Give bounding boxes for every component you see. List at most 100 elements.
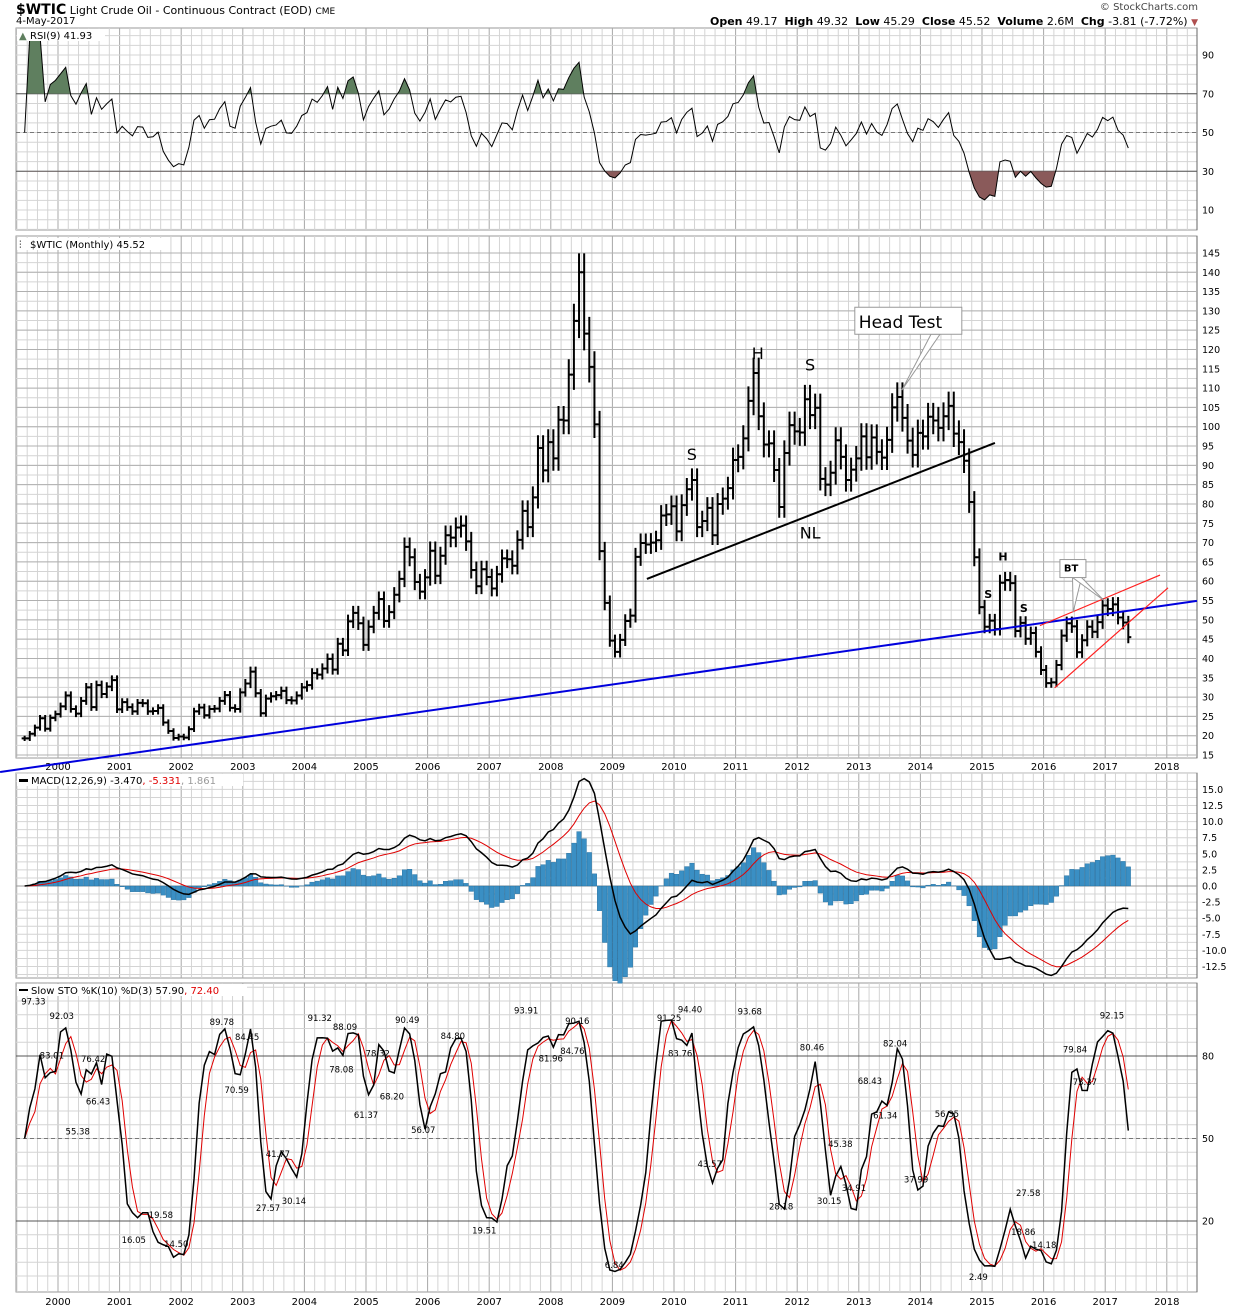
macd-histogram-bar [93, 878, 99, 887]
macd-histogram-bar [807, 880, 813, 887]
price-tick-label: 55 [1202, 596, 1214, 607]
macd-histogram-bar [848, 885, 854, 904]
macd-histogram-bar [124, 885, 130, 890]
sto-point-label: 73.37 [1073, 1078, 1097, 1088]
macd-histogram-bar [899, 875, 905, 887]
macd-histogram-bar [1043, 885, 1049, 905]
macd-histogram-bar [1023, 885, 1029, 911]
legends: ▲ RSI(9) 41.93 ⫶ $WTIC (Monthly) 45.52 M… [17, 29, 247, 997]
sto-point-label: 30.15 [817, 1197, 841, 1207]
macd-histogram-bar [160, 885, 166, 896]
macd-histogram-bar [792, 885, 798, 888]
price-tick-label: 95 [1202, 442, 1214, 453]
macd-histogram-bar [227, 880, 233, 887]
sto-point-label: 83.76 [668, 1050, 692, 1060]
macd-histogram-bar [689, 862, 695, 887]
price-year-label: 2011 [723, 762, 748, 773]
macd-histogram-bar [150, 885, 156, 894]
sto-point-label: 2.49 [969, 1273, 988, 1283]
price-frame [15, 235, 1198, 759]
macd-histogram-bar [68, 876, 74, 887]
macd-histogram-bar [1018, 885, 1024, 913]
wedge-upper-trendline [1039, 574, 1161, 627]
sto-point-label: 84.80 [441, 1032, 465, 1042]
macd-histogram-bar [992, 885, 998, 950]
macd-histogram-bar [607, 885, 613, 968]
macd-histogram-bar [1064, 875, 1070, 887]
macd-histogram-bar [787, 885, 793, 890]
sto-year-label: 2009 [600, 1297, 625, 1308]
sto-point-label: 56.07 [411, 1126, 435, 1136]
sto-year-label: 2002 [168, 1297, 193, 1308]
price-year-label: 2016 [1031, 762, 1056, 773]
macd-value: -3.470 [110, 776, 142, 787]
macd-histogram-bar [653, 885, 659, 897]
macd-histogram-bar [930, 884, 936, 887]
price-year-label: 2008 [538, 762, 563, 773]
price-tick-label: 130 [1202, 306, 1220, 317]
change-value: -3.81 (-7.72%) [1108, 15, 1188, 28]
macd-histogram-bar [484, 885, 490, 905]
rsi-frame [15, 27, 1198, 231]
sto-year-label: 2017 [1092, 1297, 1117, 1308]
sto-year-label: 2016 [1031, 1297, 1056, 1308]
macd-histogram-bar [268, 884, 274, 887]
histogram-value: 1.861 [187, 776, 216, 787]
macd-histogram-bar [699, 873, 705, 887]
sto-point-label: 70.59 [224, 1086, 248, 1096]
macd-histogram-bar [525, 883, 531, 887]
sto-point-label: 37.99 [904, 1176, 928, 1186]
macd-histogram-bar [135, 885, 141, 892]
sto-year-label: 2018 [1154, 1297, 1179, 1308]
sto-point-label: 90.16 [565, 1017, 589, 1027]
macd-histogram-bar [756, 852, 762, 887]
callout-box [854, 306, 963, 335]
macd-histogram-bar [1002, 885, 1008, 926]
price-tick-label: 70 [1202, 538, 1214, 549]
d-value: 72.40 [190, 986, 219, 997]
macd-histogram-bar [494, 885, 500, 907]
macd-histogram-bar [1094, 860, 1100, 887]
pattern-label: S [805, 356, 815, 375]
rsi-tick-label: 10 [1202, 206, 1214, 217]
sto-legend: Slow STO %K(10) %D(3) 57.90, 72.40 [31, 986, 219, 997]
price-tick-label: 35 [1202, 673, 1214, 684]
macd-histogram-bar [915, 885, 921, 888]
price-year-label: 2002 [168, 762, 193, 773]
sto-point-label: 27.57 [256, 1204, 280, 1214]
sto-year-label: 2006 [415, 1297, 440, 1308]
macd-histogram-bar [894, 875, 900, 887]
macd-frame [15, 772, 1198, 979]
macd-histogram-bar [514, 885, 520, 894]
macd-panel: 15.0 12.5 10.0 7.5 5.0 2.5 0.0 -2.5 -5.0 -7.5 -10.… [16, 777, 1227, 984]
sto-swatch-icon [19, 989, 28, 991]
price-tick-label: 15 [1202, 751, 1214, 762]
macd-histogram-bar [874, 885, 880, 891]
macd-histogram-bar [376, 873, 382, 887]
macd-histogram-bar [1048, 885, 1054, 903]
price-tick-label: 85 [1202, 480, 1214, 491]
neckline-trendline [646, 442, 996, 580]
sto-point-label: 91.32 [308, 1014, 332, 1024]
grid [15, 27, 1198, 1293]
macd-histogram-bar [833, 885, 839, 902]
price-tick-label: 50 [1202, 615, 1214, 626]
price-tick-label: 20 [1202, 731, 1214, 742]
macd-histogram-bar [258, 882, 264, 887]
macd-histogram-bar [761, 862, 767, 887]
sto-point-label: 88.09 [333, 1023, 357, 1033]
price-tick-label: 80 [1202, 499, 1214, 510]
macd-legend: MACD(12,26,9) -3.470, -5.331, 1.861 [31, 776, 216, 787]
sto-year-label: 2005 [353, 1297, 378, 1308]
macd-histogram-bar [982, 885, 988, 948]
macd-histogram-bar [366, 876, 372, 887]
macd-histogram-bar [325, 877, 331, 887]
macd-histogram-bar [350, 868, 356, 887]
price-year-label: 2013 [846, 762, 871, 773]
macd-histogram-bar [920, 885, 926, 889]
sto-point-label: 6.84 [605, 1261, 624, 1271]
chart-title: $WTIC Light Crude Oil - Continuous Contr… [16, 2, 335, 18]
macd-histogram-bar [391, 878, 397, 887]
macd-histogram-bar [550, 862, 556, 887]
macd-histogram-bar [309, 881, 315, 887]
